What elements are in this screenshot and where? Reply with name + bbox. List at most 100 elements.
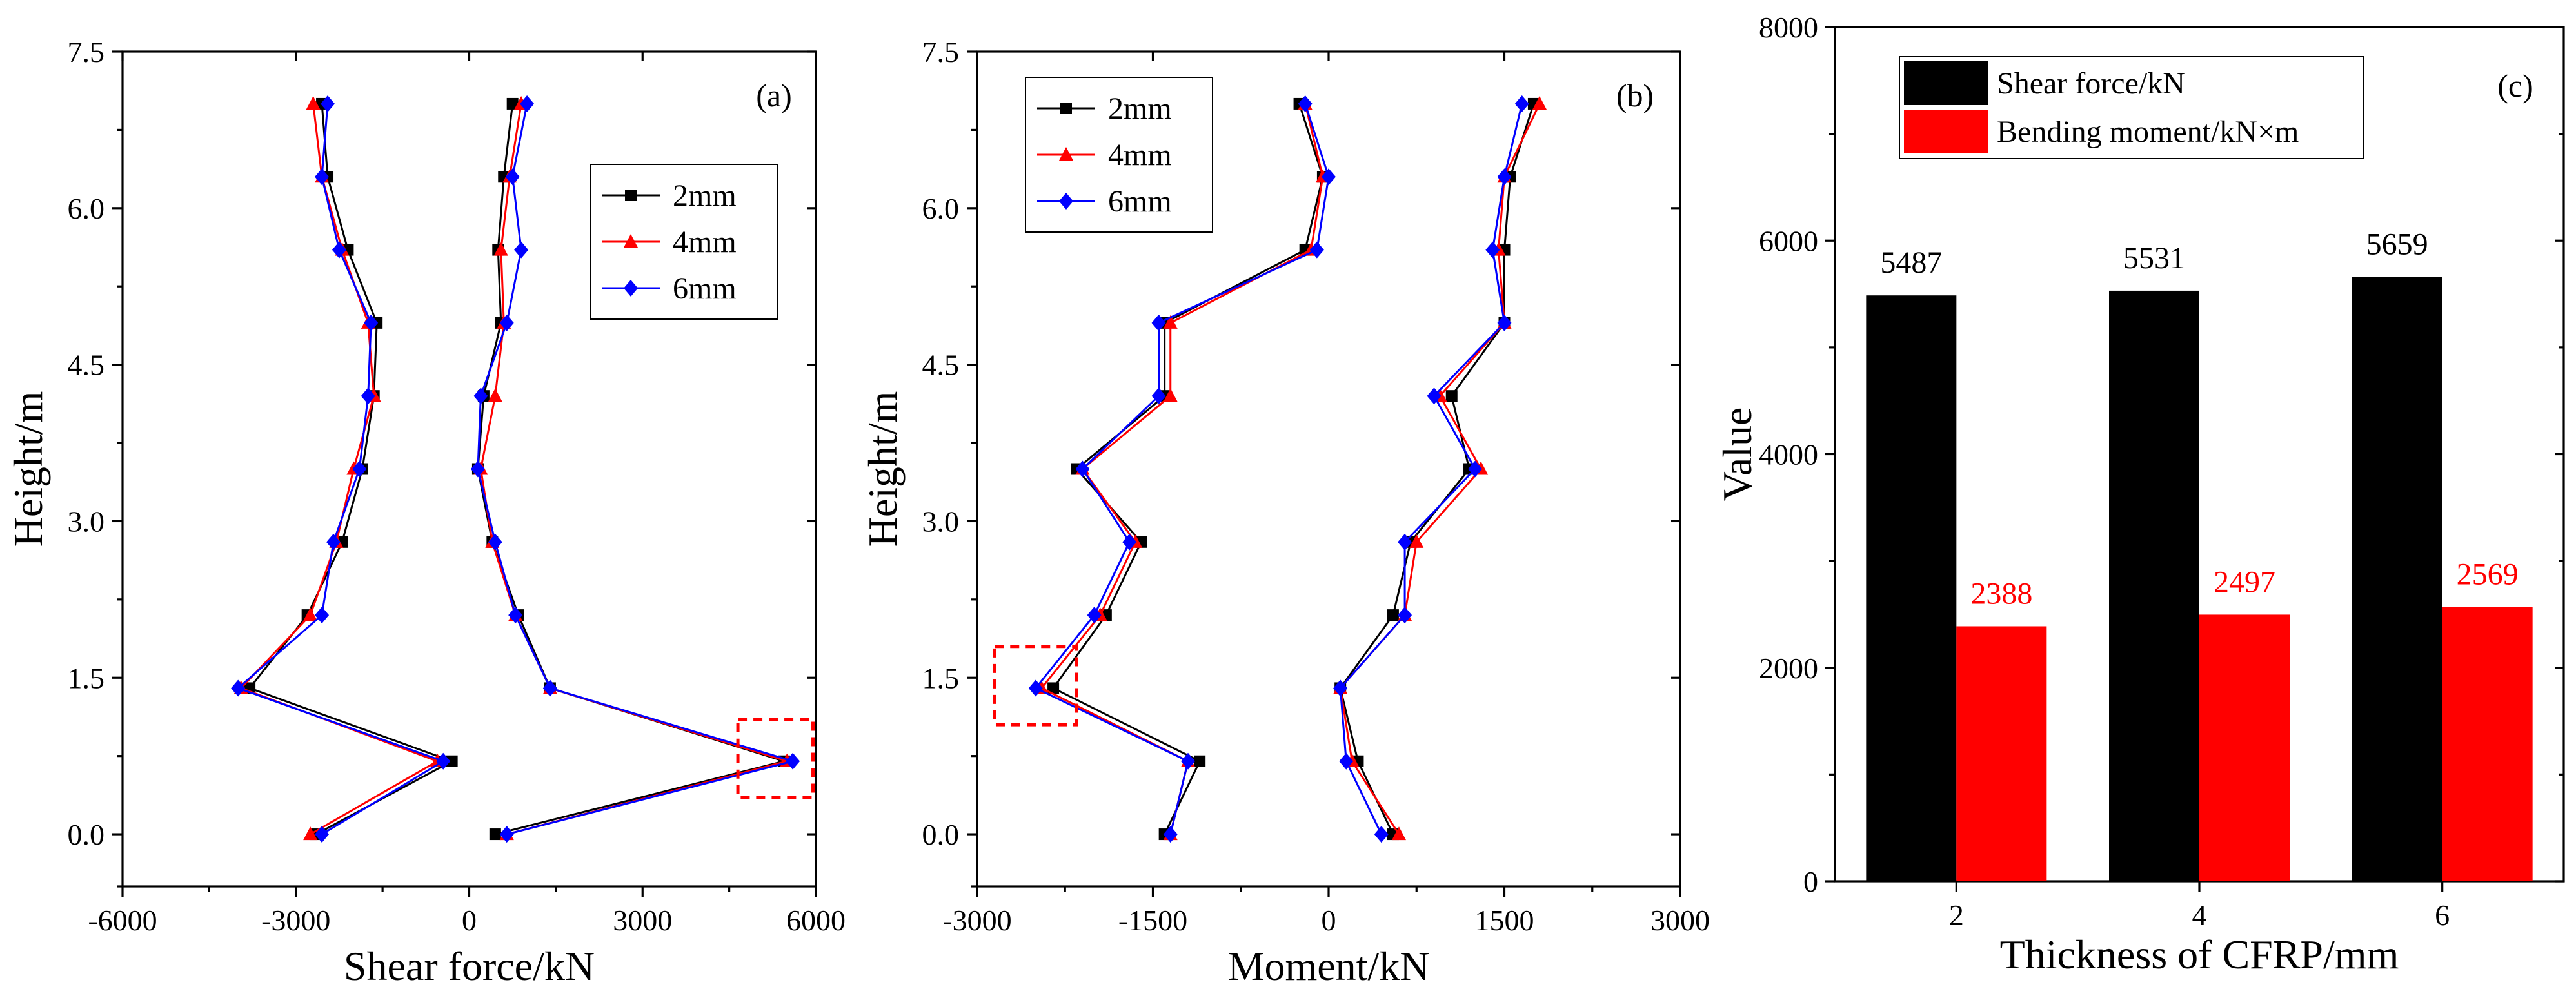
data-point-6mm [326, 533, 341, 551]
data-point-6mm [321, 95, 335, 112]
data-point-6mm [508, 607, 523, 624]
data-point-6mm [1122, 533, 1137, 551]
data-point-6mm [1514, 95, 1529, 112]
data-point-4mm [303, 826, 318, 841]
chart-panel-c: 0 2000 4000 6000 8000 2 5487 2388 4 5531 2497 6 5659… [1714, 11, 2565, 977]
legend-marker-2mm [1060, 103, 1072, 114]
x-axis-label: Moment/kN [1228, 943, 1430, 989]
data-point-6mm [786, 752, 800, 770]
x-axis-label: Thickness of CFRP/mm [2000, 932, 2399, 977]
series-line-2mm-right [1339, 103, 1535, 835]
data-point-4mm [488, 388, 502, 402]
data-point-6mm [470, 460, 485, 478]
y-tick-label: 0.0 [68, 818, 105, 851]
data-point-4mm [1532, 95, 1547, 110]
x-tick-label: 3000 [613, 904, 672, 937]
legend-swatch-1 [1904, 110, 1988, 153]
y-axis-label: Height/m [5, 391, 51, 547]
x-tick-label: 6000 [786, 904, 846, 937]
data-point-6mm [1497, 168, 1512, 186]
y-tick-label: 7.5 [922, 35, 960, 68]
data-point-6mm [488, 533, 502, 551]
legend-box [590, 164, 778, 320]
bar-value-label: 5487 [1880, 246, 1942, 280]
bar-moment [1956, 626, 2047, 881]
data-point-4mm [1392, 826, 1406, 841]
legend-marker-4mm [624, 234, 638, 248]
legend-label-1: Bending moment/kN×m [1997, 115, 2299, 149]
x-axis-label: Shear force/kN [344, 943, 595, 989]
highlight-box [736, 718, 815, 799]
legend-label-2mm: 2mm [673, 179, 737, 213]
x-tick-label: 4 [2192, 899, 2207, 932]
y-tick-label: 3.0 [68, 505, 105, 538]
data-point-4mm [493, 242, 508, 256]
a-series-6mm [231, 95, 800, 843]
data-point-6mm [1322, 168, 1336, 186]
data-point-6mm [542, 679, 557, 697]
legend-label-6mm: 6mm [1108, 184, 1172, 219]
data-point-2mm [489, 828, 501, 841]
legend: 2mm 4mm 6mm [590, 164, 778, 320]
data-point-6mm [315, 168, 330, 186]
legend-label-6mm: 6mm [673, 271, 737, 306]
y-tick-label: 6000 [1759, 224, 1818, 257]
bar-shear [2352, 277, 2442, 881]
data-point-6mm [352, 460, 367, 478]
data-point-2mm [506, 97, 519, 110]
legend-marker-4mm [1059, 147, 1073, 161]
data-point-6mm [1151, 314, 1166, 331]
x-tick-label: -3000 [942, 904, 1011, 937]
legend-swatch-0 [1904, 61, 1988, 105]
data-point-6mm [1087, 607, 1102, 624]
bar-value-label: 2388 [1970, 576, 2032, 611]
panel-label: (a) [756, 77, 792, 113]
y-tick-label: 4.5 [68, 349, 105, 382]
y-tick-label: 8000 [1759, 11, 1818, 44]
x-tick-label: -3000 [261, 904, 330, 937]
bar-value-label: 5531 [2123, 241, 2185, 275]
data-point-6mm [520, 95, 535, 112]
y-tick-label: 4000 [1759, 438, 1818, 471]
data-point-6mm [1468, 460, 1483, 478]
data-point-6mm [1163, 826, 1178, 843]
data-point-6mm [1151, 387, 1166, 405]
data-point-6mm [1339, 752, 1354, 770]
series-line-6mm-right [1339, 103, 1523, 835]
bar-value-label: 5659 [2366, 228, 2428, 262]
data-point-6mm [1427, 387, 1442, 405]
data-point-6mm [1181, 752, 1195, 770]
y-tick-label: 0 [1803, 865, 1818, 898]
y-tick-label: 6.0 [922, 192, 960, 225]
y-tick-label: 1.5 [68, 661, 105, 694]
data-point-6mm [499, 314, 514, 331]
data-point-2mm [1387, 609, 1399, 621]
bar-moment [2442, 607, 2533, 881]
data-point-4mm [306, 95, 321, 110]
data-point-6mm [1309, 241, 1324, 259]
bar-value-label: 2497 [2214, 565, 2275, 599]
series-line-4mm-right [1339, 103, 1541, 835]
data-point-4mm [1163, 388, 1178, 402]
y-tick-label: 6.0 [68, 192, 105, 225]
y-tick-label: 2000 [1759, 652, 1818, 685]
y-tick-label: 0.0 [922, 818, 960, 851]
data-point-6mm [364, 314, 379, 331]
data-point-6mm [1028, 679, 1043, 697]
data-point-2mm [446, 755, 458, 767]
b-series-6mm [1028, 95, 1529, 843]
y-tick-label: 3.0 [922, 505, 960, 538]
series-line-6mm-left [236, 103, 446, 836]
legend: Shear force/kN Bending moment/kN×m [1899, 56, 2364, 159]
bar-moment [2199, 614, 2290, 881]
legend-label-4mm: 4mm [1108, 138, 1172, 172]
data-point-6mm [1485, 241, 1500, 259]
data-point-6mm [315, 826, 330, 843]
x-tick-label: -1500 [1118, 904, 1187, 937]
data-point-6mm [361, 387, 375, 405]
data-point-6mm [499, 826, 514, 843]
legend-marker-2mm [625, 190, 637, 201]
data-point-2mm [1194, 755, 1206, 767]
y-axis-label: Height/m [860, 391, 906, 547]
